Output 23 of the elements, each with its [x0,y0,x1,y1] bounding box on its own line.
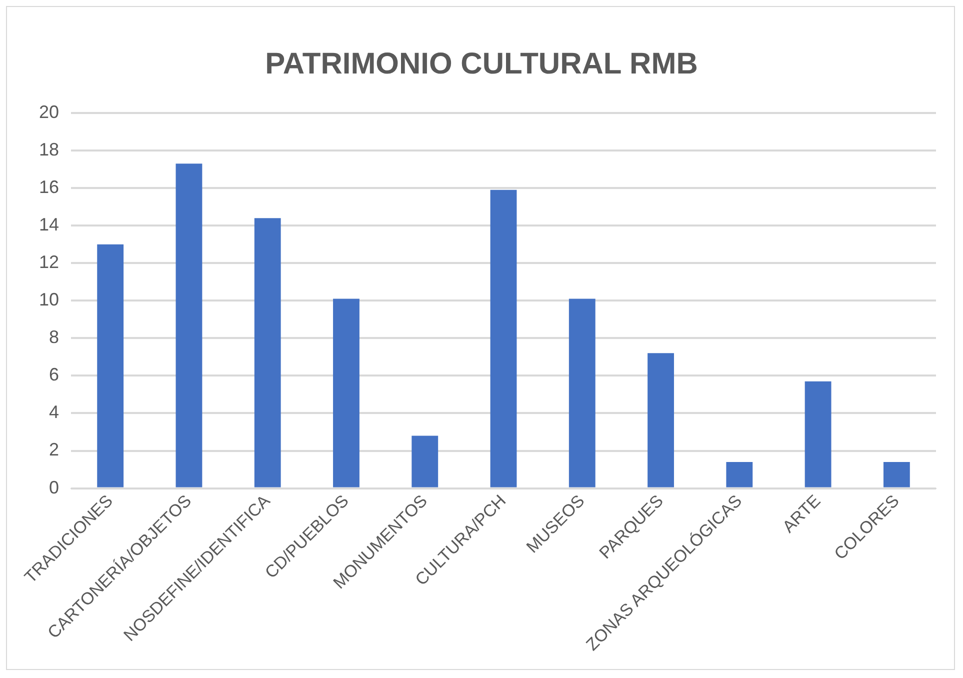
y-tick-label: 6 [49,364,60,385]
bar [412,436,438,488]
bar [726,462,753,488]
bar [490,190,517,488]
y-tick-label: 14 [38,214,60,235]
bar [176,164,202,488]
y-tick-label: 20 [38,102,60,122]
y-tick-label: 2 [49,440,60,460]
bar [883,462,910,488]
bar [648,353,674,488]
y-tick-label: 12 [38,252,60,272]
bar [97,244,124,488]
bar [254,218,281,488]
y-tick-label: 0 [49,477,60,498]
bar [804,381,832,488]
y-tick-label: 16 [38,177,60,198]
chart-title: PATRIMONIO CULTURAL RMB [265,47,698,80]
y-tick-label: 10 [38,290,60,310]
y-tick-label: 8 [49,327,60,348]
bar [333,298,360,488]
bar [568,298,596,488]
y-tick-label: 18 [38,139,60,160]
y-tick-label: 4 [49,402,60,422]
